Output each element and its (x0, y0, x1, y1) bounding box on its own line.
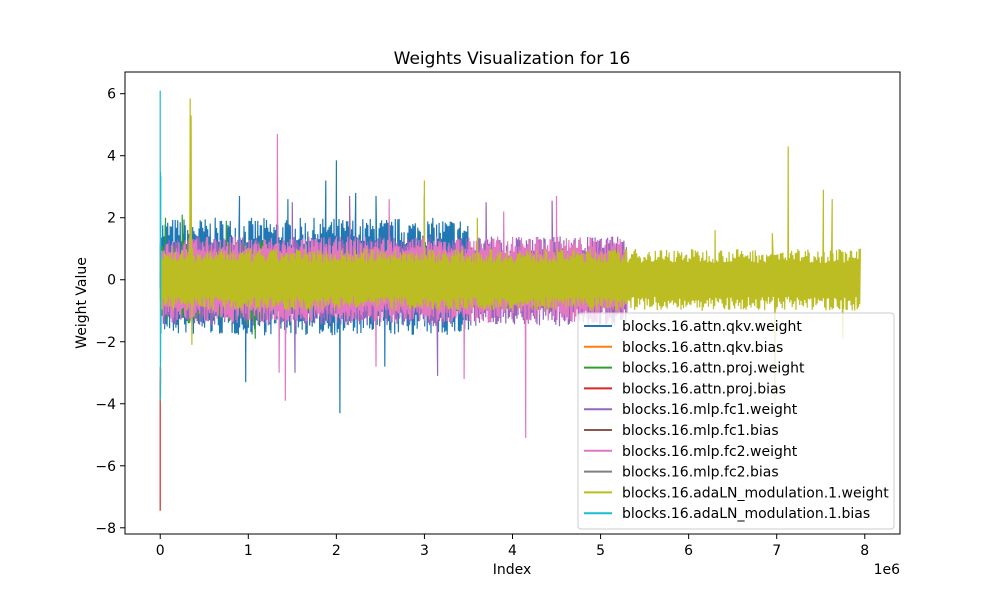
y-tick-label: −8 (95, 521, 116, 537)
y-tick-label: −6 (95, 459, 116, 475)
legend-label: blocks.16.attn.proj.bias (622, 381, 786, 397)
legend-label: blocks.16.attn.proj.weight (622, 361, 805, 377)
y-tick-label: 6 (107, 87, 116, 103)
legend-label: blocks.16.mlp.fc1.weight (622, 402, 798, 418)
x-tick-label: 7 (772, 543, 781, 559)
x-tick-label: 5 (596, 543, 605, 559)
legend: blocks.16.attn.qkv.weight blocks.16.attn.… (578, 313, 894, 529)
x-tick-label: 2 (332, 543, 341, 559)
legend-label: blocks.16.mlp.fc2.bias (622, 465, 779, 481)
series-line-9 (160, 91, 161, 401)
y-axis-label: Weight Value (74, 257, 90, 349)
x-tick-label: 0 (156, 543, 165, 559)
x-axis-offset-label: 1e6 (874, 562, 901, 578)
x-tick-label: 3 (420, 543, 429, 559)
x-tick-label: 1 (244, 543, 253, 559)
x-axis-label: Index (493, 562, 532, 578)
y-tick-label: −2 (95, 335, 116, 351)
legend-label: blocks.16.mlp.fc1.bias (622, 423, 779, 439)
x-tick-label: 4 (508, 543, 517, 559)
x-tick-label: 8 (860, 543, 869, 559)
legend-label: blocks.16.attn.qkv.bias (622, 340, 783, 356)
chart-title: Weights Visualization for 16 (394, 49, 631, 69)
legend-label: blocks.16.attn.qkv.weight (622, 319, 802, 335)
legend-label: blocks.16.mlp.fc2.weight (622, 444, 798, 460)
x-tick-label: 6 (684, 543, 693, 559)
y-tick-label: 0 (107, 273, 116, 289)
legend-label: blocks.16.adaLN_modulation.1.weight (622, 485, 889, 501)
legend-label: blocks.16.adaLN_modulation.1.bias (622, 506, 870, 522)
y-tick-label: −4 (95, 397, 116, 413)
y-tick-label: 4 (107, 149, 116, 165)
y-tick-label: 2 (107, 211, 116, 227)
